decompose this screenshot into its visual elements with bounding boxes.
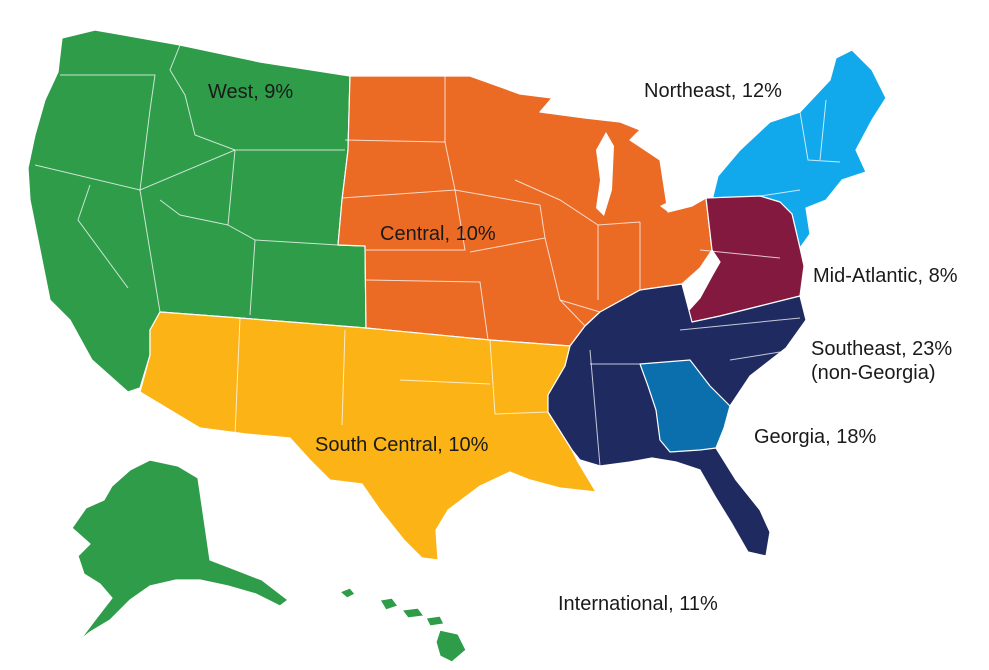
label-south-central-text: South Central, 10% [315,434,489,456]
state-boundaries [34,44,841,467]
label-central-text: Central, 10% [380,223,496,245]
label-georgia: Georgia, 18% [754,425,876,449]
label-southeast-text: Southeast, 23% [811,338,953,360]
label-northeast: Northeast, 12% [644,79,782,103]
region-georgia-shape [639,359,731,453]
label-mid-atlantic: Mid-Atlantic, 8% [813,264,958,288]
region-west-alaska-shape [71,459,289,641]
lake-erie [660,192,706,212]
label-south-central: South Central, 10% [315,433,488,457]
label-international: International, 11% [558,592,718,616]
label-southeast-sublabel: (non-Georgia) [811,362,936,384]
label-west-text: West, 9% [208,81,294,103]
label-mid-atlantic-text: Mid-Atlantic, 8% [813,265,958,287]
label-georgia-text: Georgia, 18% [754,426,877,448]
region-west-hawaii-shape [339,587,467,663]
label-southeast: Southeast, 23% (non-Georgia) [811,337,952,385]
label-international-text: International, 11% [558,593,718,615]
label-central: Central, 10% [380,222,496,246]
lake-michigan [596,132,614,216]
label-northeast-text: Northeast, 12% [644,80,782,102]
label-west: West, 9% [208,80,293,104]
